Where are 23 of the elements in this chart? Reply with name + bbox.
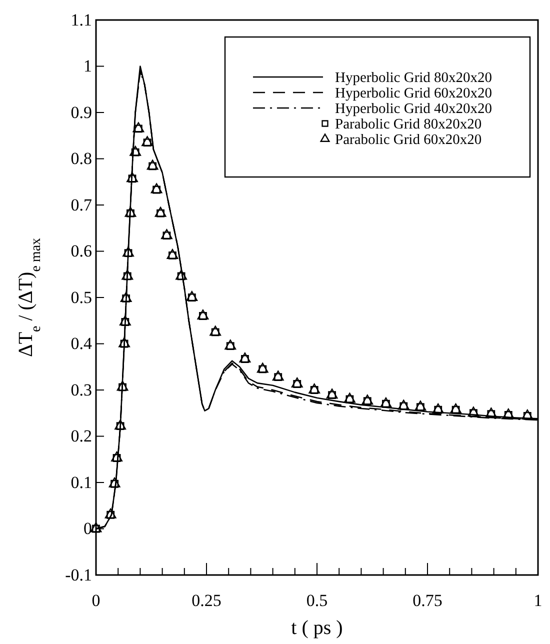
legend-label: Parabolic Grid 80x20x20 (335, 116, 482, 132)
y-tick-label: 0.1 (70, 472, 92, 492)
y-tick-label: 0.9 (70, 102, 92, 122)
y-tick-label: 0.5 (70, 288, 92, 307)
x-tick-label: 0.5 (306, 591, 328, 610)
legend-label: Hyperbolic Grid 60x20x20 (335, 86, 492, 102)
y-tick-label: 0 (84, 519, 92, 538)
y-tick-label: 0.4 (70, 334, 92, 354)
y-tick-label: 1 (84, 56, 92, 76)
legend-label: Hyperbolic Grid 80x20x20 (335, 70, 492, 86)
legend-label: Hyperbolic Grid 40x20x20 (335, 101, 492, 117)
legend-label: Parabolic Grid 60x20x20 (335, 132, 482, 148)
x-tick-label: 0.75 (412, 591, 442, 610)
y-tick-label: 0.7 (70, 195, 92, 214)
y-tick-label: 0.8 (70, 149, 92, 168)
y-tick-label: 0.6 (70, 242, 92, 261)
y-tick-label: -0.1 (65, 565, 92, 584)
x-tick-label: 1 (534, 591, 542, 610)
y-tick-label: 1.1 (70, 10, 92, 30)
x-axis-title: t ( ps ) (291, 617, 343, 639)
y-tick-label: 0.2 (70, 426, 92, 446)
x-tick-label: 0.25 (192, 591, 222, 610)
y-tick-label: 0.3 (70, 380, 92, 400)
